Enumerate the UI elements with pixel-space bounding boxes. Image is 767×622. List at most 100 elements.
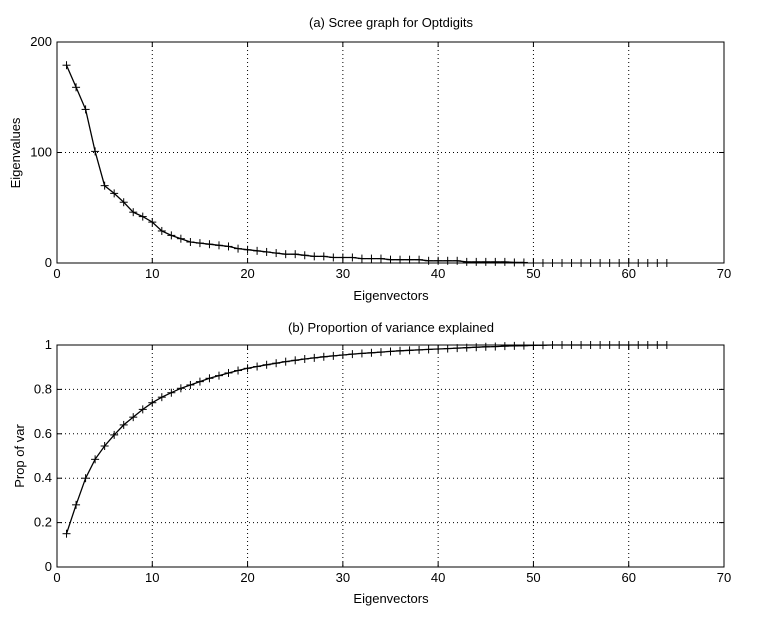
variance-data-point (434, 344, 443, 353)
scree-data-point (586, 259, 595, 267)
variance-data-point (148, 398, 157, 407)
scree-data-point (329, 253, 338, 262)
variance-data-point (396, 346, 405, 355)
scree-data-point (443, 256, 452, 265)
scree-data-point (167, 231, 176, 240)
scree-graph-x-axis-label: Eigenvectors (353, 288, 429, 303)
scree-data-point (186, 238, 195, 247)
variance-x-tick-label: 50 (526, 570, 540, 585)
variance-explained-panel: (b) Proportion of variance explained Eig… (12, 320, 731, 606)
variance-x-tick-label: 30 (336, 570, 350, 585)
scree-y-tick-label: 200 (30, 34, 52, 49)
variance-explained-title: (b) Proportion of variance explained (288, 320, 494, 335)
variance-x-tick-label: 60 (621, 570, 635, 585)
scree-data-point (376, 254, 385, 263)
variance-data-point (548, 341, 557, 349)
scree-data-point (348, 253, 357, 262)
variance-data-point (405, 346, 414, 355)
variance-data-point (291, 356, 300, 365)
scree-data-point (481, 257, 490, 266)
variance-data-point (624, 341, 633, 349)
variance-data-point (472, 343, 481, 352)
variance-data-point (243, 364, 252, 373)
scree-data-point (624, 259, 633, 267)
variance-y-tick-label: 1 (45, 337, 52, 352)
scree-data-point (472, 257, 481, 266)
variance-explained-y-axis-label: Prop of var (12, 424, 27, 488)
variance-y-tick-label: 0 (45, 559, 52, 574)
scree-data-point (205, 240, 214, 249)
scree-data-point (100, 181, 109, 190)
scree-data-point (567, 259, 576, 267)
variance-data-point (129, 413, 138, 422)
variance-data-point (567, 341, 576, 349)
variance-data-point (529, 341, 538, 350)
variance-data-point (214, 371, 223, 380)
variance-data-point (605, 341, 614, 349)
variance-plot-frame (56, 344, 725, 568)
scree-data-point (214, 241, 223, 250)
scree-data-point (62, 61, 71, 70)
variance-data-point (462, 343, 471, 352)
scree-data-point (424, 256, 433, 265)
scree-data-point (634, 259, 643, 267)
scree-data-point (234, 244, 243, 253)
scree-data-point (529, 259, 538, 267)
scree-data-point (605, 259, 614, 267)
scree-data-point (396, 255, 405, 264)
scree-data-point (195, 239, 204, 248)
scree-data-point (500, 257, 509, 266)
variance-data-point (119, 420, 128, 429)
variance-data-point (491, 342, 500, 351)
scree-data-point (405, 255, 414, 264)
scree-data-point (434, 256, 443, 265)
scree-y-tick-label: 0 (45, 255, 52, 270)
scree-data-point (643, 259, 652, 267)
variance-data-point (205, 374, 214, 383)
scree-data-point (310, 252, 319, 261)
scree-x-tick-label: 40 (431, 266, 445, 281)
variance-y-tick-label: 0.4 (34, 470, 52, 485)
variance-data-point (662, 341, 671, 349)
scree-data-point (119, 198, 128, 207)
scree-data-point (538, 259, 547, 267)
variance-series-line (65, 344, 667, 534)
variance-data-point (72, 500, 81, 509)
scree-graph-panel: (a) Scree graph for Optdigits Eigenvecto… (8, 15, 731, 303)
scree-data-point (110, 189, 119, 198)
scree-data-point (415, 255, 424, 264)
variance-data-point (281, 357, 290, 366)
variance-y-tick-label: 0.6 (34, 426, 52, 441)
scree-data-point (519, 258, 528, 267)
variance-data-point (272, 359, 281, 368)
scree-y-tick-label: 100 (30, 145, 52, 160)
variance-x-tick-label: 70 (717, 570, 731, 585)
variance-data-point (481, 342, 490, 351)
variance-data-point (195, 377, 204, 386)
scree-x-tick-label: 20 (240, 266, 254, 281)
scree-data-point (662, 259, 671, 267)
variance-data-point (386, 347, 395, 356)
variance-data-point (596, 341, 605, 349)
scree-data-point (262, 247, 271, 256)
scree-data-point (357, 254, 366, 263)
scree-data-point (462, 257, 471, 266)
scree-data-point (653, 259, 662, 267)
variance-data-point (653, 341, 662, 349)
variance-data-point (510, 341, 519, 350)
variance-data-point (615, 341, 624, 349)
variance-data-point (348, 350, 357, 359)
scree-data-point (81, 105, 90, 114)
scree-series-line (65, 64, 524, 264)
scree-data-point (558, 259, 567, 267)
variance-data-point (329, 351, 338, 360)
variance-data-point (453, 344, 462, 353)
variance-data-point (91, 455, 100, 464)
scree-x-tick-label: 60 (621, 266, 635, 281)
variance-x-tick-label: 20 (240, 570, 254, 585)
variance-data-point (643, 341, 652, 349)
variance-data-point (81, 474, 90, 483)
scree-data-point (157, 226, 166, 235)
scree-data-point (510, 258, 519, 267)
variance-data-point (157, 393, 166, 402)
